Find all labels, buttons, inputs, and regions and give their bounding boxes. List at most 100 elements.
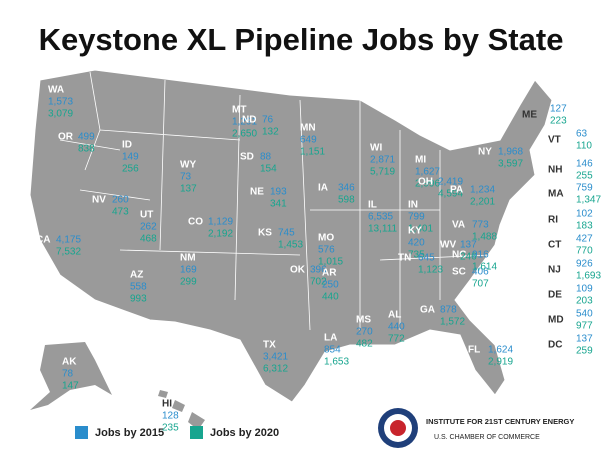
jobs-2020: 2,650 <box>232 129 257 140</box>
jobs-2020: 7,532 <box>56 247 81 258</box>
jobs-2015: 193 <box>270 187 287 198</box>
state-abbr: WV <box>440 240 456 251</box>
state-abbr: LA <box>324 333 337 344</box>
jobs-2015: 63 <box>576 129 588 140</box>
jobs-2020: 1,693 <box>576 271 601 282</box>
jobs-2015: 73 <box>180 172 192 183</box>
state-abbr: CA <box>36 235 50 246</box>
jobs-2020: 203 <box>576 296 593 307</box>
jobs-2020: 246 <box>460 252 477 263</box>
jobs-2020: 223 <box>550 116 567 127</box>
jobs-2020: 1,614 <box>472 262 497 273</box>
state-abbr: TX <box>263 340 276 351</box>
jobs-2015: 926 <box>576 259 593 270</box>
state-abbr: MT <box>232 105 246 116</box>
jobs-2015: 1,234 <box>470 185 495 196</box>
alaska <box>30 342 112 410</box>
jobs-2020: 993 <box>130 294 147 305</box>
jobs-2020: 132 <box>262 127 279 138</box>
state-abbr: MO <box>318 233 334 244</box>
state-abbr: CO <box>188 217 203 228</box>
jobs-2015: 149 <box>122 152 139 163</box>
jobs-2015: 137 <box>576 334 593 345</box>
jobs-2015: 1,624 <box>488 345 513 356</box>
jobs-2015: 128 <box>162 411 179 422</box>
jobs-2020: 1,347 <box>576 195 601 206</box>
jobs-2020: 256 <box>122 164 139 175</box>
jobs-2020: 735 <box>408 250 425 261</box>
jobs-2020: 473 <box>112 207 129 218</box>
jobs-2015: 127 <box>550 104 567 115</box>
jobs-2015: 78 <box>62 369 74 380</box>
state-abbr: ID <box>122 140 132 151</box>
footer-line1: INSTITUTE FOR 21ST CENTURY ENERGY <box>426 417 574 426</box>
state-abbr: FL <box>468 345 480 356</box>
jobs-2015: 146 <box>576 159 593 170</box>
state-abbr: WY <box>180 160 196 171</box>
logo <box>378 408 418 448</box>
legend-swatch <box>190 426 203 439</box>
jobs-2015: 1,627 <box>415 167 440 178</box>
jobs-2020: 183 <box>576 221 593 232</box>
state-abbr: ME <box>522 110 537 121</box>
state-abbr: IL <box>368 200 377 211</box>
state-abbr: SD <box>240 152 254 163</box>
jobs-2015: 102 <box>576 209 593 220</box>
state-abbr: DE <box>548 290 562 301</box>
state-abbr: WI <box>370 143 382 154</box>
jobs-2020: 1,151 <box>300 147 325 158</box>
jobs-2015: 137 <box>460 240 477 251</box>
jobs-2020: 838 <box>78 144 95 155</box>
jobs-2020: 147 <box>62 381 79 392</box>
state-abbr: NH <box>548 165 562 176</box>
state-abbr: CT <box>548 240 561 251</box>
jobs-2020: 4,594 <box>438 189 463 200</box>
jobs-2015: 420 <box>408 238 425 249</box>
jobs-2015: 250 <box>322 280 339 291</box>
jobs-2020: 707 <box>472 279 489 290</box>
jobs-2015: 2,871 <box>370 155 395 166</box>
jobs-2020: 255 <box>576 171 593 182</box>
state-abbr: AL <box>388 310 401 321</box>
jobs-2015: 558 <box>130 282 147 293</box>
state-abbr: IN <box>408 200 418 211</box>
state-abbr: WA <box>48 85 64 96</box>
state-abbr: ND <box>242 115 256 126</box>
hawaii <box>158 390 205 430</box>
state-abbr: NV <box>92 195 106 206</box>
state-abbr: NM <box>180 253 196 264</box>
state-abbr: NY <box>478 147 492 158</box>
jobs-2015: 499 <box>78 132 95 143</box>
jobs-2020: 2,919 <box>488 357 513 368</box>
legend-label: Jobs by 2015 <box>95 427 164 439</box>
state-abbr: MN <box>300 123 316 134</box>
jobs-2020: 259 <box>576 346 593 357</box>
state-abbr: OR <box>58 132 74 143</box>
jobs-2015: 759 <box>576 183 593 194</box>
jobs-2015: 346 <box>338 183 355 194</box>
